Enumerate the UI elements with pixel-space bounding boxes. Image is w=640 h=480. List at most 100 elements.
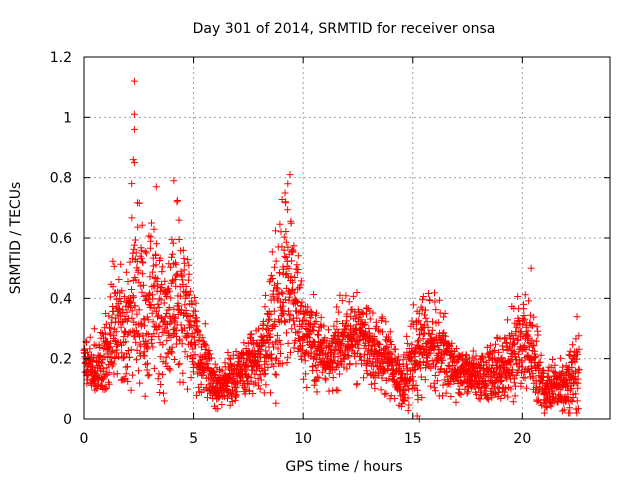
data-point bbox=[378, 314, 386, 322]
data-point bbox=[144, 330, 152, 338]
data-point bbox=[466, 359, 473, 367]
data-point bbox=[278, 360, 286, 368]
data-point bbox=[574, 405, 582, 413]
data-point bbox=[403, 360, 410, 368]
data-point bbox=[343, 365, 351, 373]
data-point bbox=[126, 353, 133, 361]
data-point bbox=[247, 330, 255, 338]
data-point bbox=[264, 363, 272, 371]
data-point bbox=[413, 359, 421, 367]
data-point bbox=[148, 219, 155, 227]
data-point bbox=[185, 291, 193, 299]
data-point bbox=[266, 333, 274, 341]
data-point bbox=[375, 369, 383, 377]
data-point bbox=[148, 339, 156, 347]
data-point bbox=[135, 278, 143, 286]
data-point bbox=[128, 371, 136, 379]
data-point bbox=[387, 355, 395, 363]
data-point bbox=[89, 363, 97, 371]
data-point bbox=[462, 351, 470, 359]
data-point bbox=[282, 254, 290, 261]
data-point bbox=[333, 317, 341, 325]
x-tick-label: 10 bbox=[294, 431, 312, 447]
data-point bbox=[240, 339, 248, 347]
data-point bbox=[396, 361, 404, 368]
data-point bbox=[454, 357, 462, 365]
data-point bbox=[297, 352, 305, 360]
data-point bbox=[310, 291, 318, 298]
data-point bbox=[262, 291, 269, 299]
data-point bbox=[419, 345, 427, 353]
data-point bbox=[152, 183, 160, 191]
data-point bbox=[442, 389, 450, 397]
data-point bbox=[485, 356, 493, 364]
data-point bbox=[421, 306, 429, 314]
data-point bbox=[569, 394, 577, 401]
data-point bbox=[269, 275, 277, 282]
data-point bbox=[188, 330, 196, 338]
data-point bbox=[276, 220, 284, 228]
data-point bbox=[156, 322, 164, 330]
data-point bbox=[476, 395, 484, 403]
data-point bbox=[213, 384, 221, 392]
data-point bbox=[130, 110, 138, 118]
data-point bbox=[296, 337, 304, 345]
data-point bbox=[204, 394, 211, 402]
data-point bbox=[491, 347, 499, 354]
data-point bbox=[528, 336, 536, 344]
data-point bbox=[283, 329, 290, 337]
data-point bbox=[138, 288, 146, 296]
data-point bbox=[530, 341, 538, 349]
data-point bbox=[486, 342, 494, 350]
y-tick-label: 0.4 bbox=[50, 291, 72, 307]
data-point bbox=[428, 326, 436, 334]
data-point bbox=[102, 385, 110, 392]
data-point bbox=[293, 269, 301, 277]
data-point bbox=[293, 329, 301, 337]
data-point bbox=[143, 343, 151, 351]
data-point bbox=[284, 243, 292, 251]
data-point bbox=[315, 327, 323, 335]
data-point bbox=[533, 323, 541, 331]
data-point bbox=[431, 372, 439, 379]
data-point bbox=[271, 322, 279, 330]
data-point bbox=[303, 384, 311, 391]
data-point bbox=[273, 354, 280, 362]
data-point bbox=[412, 381, 420, 389]
data-point bbox=[101, 383, 109, 391]
data-point bbox=[403, 370, 411, 378]
data-point bbox=[140, 281, 147, 289]
data-point bbox=[249, 390, 257, 397]
data-point bbox=[294, 285, 302, 293]
data-point bbox=[93, 385, 101, 393]
data-point bbox=[363, 369, 371, 377]
data-point bbox=[130, 245, 138, 253]
data-point bbox=[307, 348, 315, 356]
data-point bbox=[267, 389, 274, 397]
data-point bbox=[543, 404, 551, 412]
data-point bbox=[132, 249, 140, 257]
data-point bbox=[149, 318, 157, 326]
data-point bbox=[274, 280, 282, 288]
data-point bbox=[146, 273, 154, 281]
data-point bbox=[315, 374, 323, 382]
data-point bbox=[385, 375, 393, 383]
data-point bbox=[520, 305, 528, 313]
data-point bbox=[319, 338, 327, 346]
data-point bbox=[159, 371, 167, 379]
data-point bbox=[270, 343, 277, 351]
data-point bbox=[433, 377, 441, 385]
data-point bbox=[160, 328, 168, 336]
data-point bbox=[271, 370, 279, 378]
data-point bbox=[272, 257, 280, 265]
data-point bbox=[254, 375, 262, 382]
data-point bbox=[265, 316, 273, 324]
data-point bbox=[192, 391, 200, 399]
data-point bbox=[511, 340, 519, 348]
data-point bbox=[431, 387, 439, 395]
data-point bbox=[366, 315, 374, 323]
data-point bbox=[272, 399, 280, 407]
data-point bbox=[112, 328, 120, 336]
data-point bbox=[142, 361, 150, 369]
data-point bbox=[165, 304, 173, 311]
